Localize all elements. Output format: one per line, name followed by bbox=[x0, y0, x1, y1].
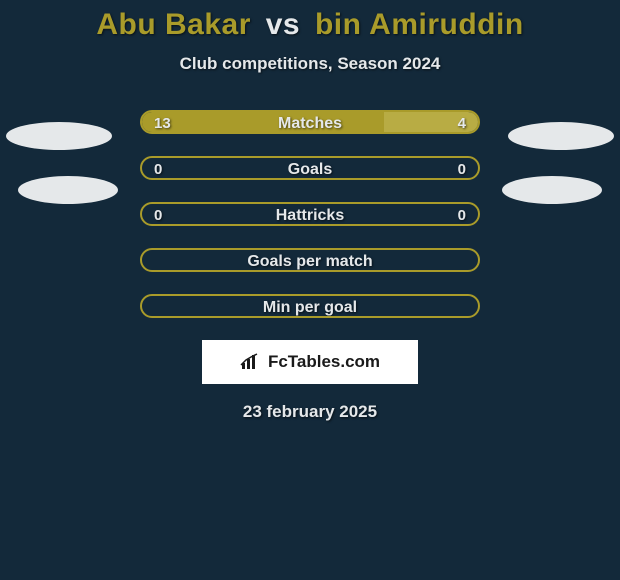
vs-label: vs bbox=[266, 8, 300, 41]
stat-bar: Goals0 0 bbox=[140, 156, 480, 180]
stat-value-left: 0 bbox=[154, 158, 162, 180]
player1-shadow-placeholder bbox=[18, 176, 118, 204]
comparison-infographic: Abu Bakar vs bin Amiruddin Club competit… bbox=[0, 0, 620, 580]
stat-value-right: 4 bbox=[458, 112, 466, 134]
stat-row: Hattricks0 0 bbox=[0, 202, 620, 226]
stat-bar: Goals per match bbox=[140, 248, 480, 272]
page-title: Abu Bakar vs bin Amiruddin bbox=[0, 0, 620, 42]
stat-value-left: 13 bbox=[154, 112, 171, 134]
stat-label: Goals bbox=[142, 158, 478, 180]
stat-value-right: 0 bbox=[458, 204, 466, 226]
fctables-logo: FcTables.com bbox=[202, 340, 418, 384]
stat-label: Min per goal bbox=[142, 296, 478, 318]
bar-chart-icon bbox=[240, 353, 262, 371]
subtitle: Club competitions, Season 2024 bbox=[0, 54, 620, 74]
stat-value-left: 0 bbox=[154, 204, 162, 226]
stat-label: Hattricks bbox=[142, 204, 478, 226]
logo-text: FcTables.com bbox=[268, 352, 380, 372]
stat-bar: Matches13 4 bbox=[140, 110, 480, 134]
player1-name: Abu Bakar bbox=[96, 8, 251, 41]
player2-shadow-placeholder bbox=[502, 176, 602, 204]
date-label: 23 february 2025 bbox=[0, 402, 620, 422]
stat-label: Goals per match bbox=[142, 250, 478, 272]
stat-row: Goals0 0 bbox=[0, 156, 620, 180]
stat-row: Matches13 4 bbox=[0, 110, 620, 134]
stat-bar: Min per goal bbox=[140, 294, 480, 318]
stat-label: Matches bbox=[142, 112, 478, 134]
stat-row: Goals per match bbox=[0, 248, 620, 272]
stat-bar: Hattricks0 0 bbox=[140, 202, 480, 226]
player2-name: bin Amiruddin bbox=[315, 8, 524, 41]
stat-value-right: 0 bbox=[458, 158, 466, 180]
stat-row: Min per goal bbox=[0, 294, 620, 318]
